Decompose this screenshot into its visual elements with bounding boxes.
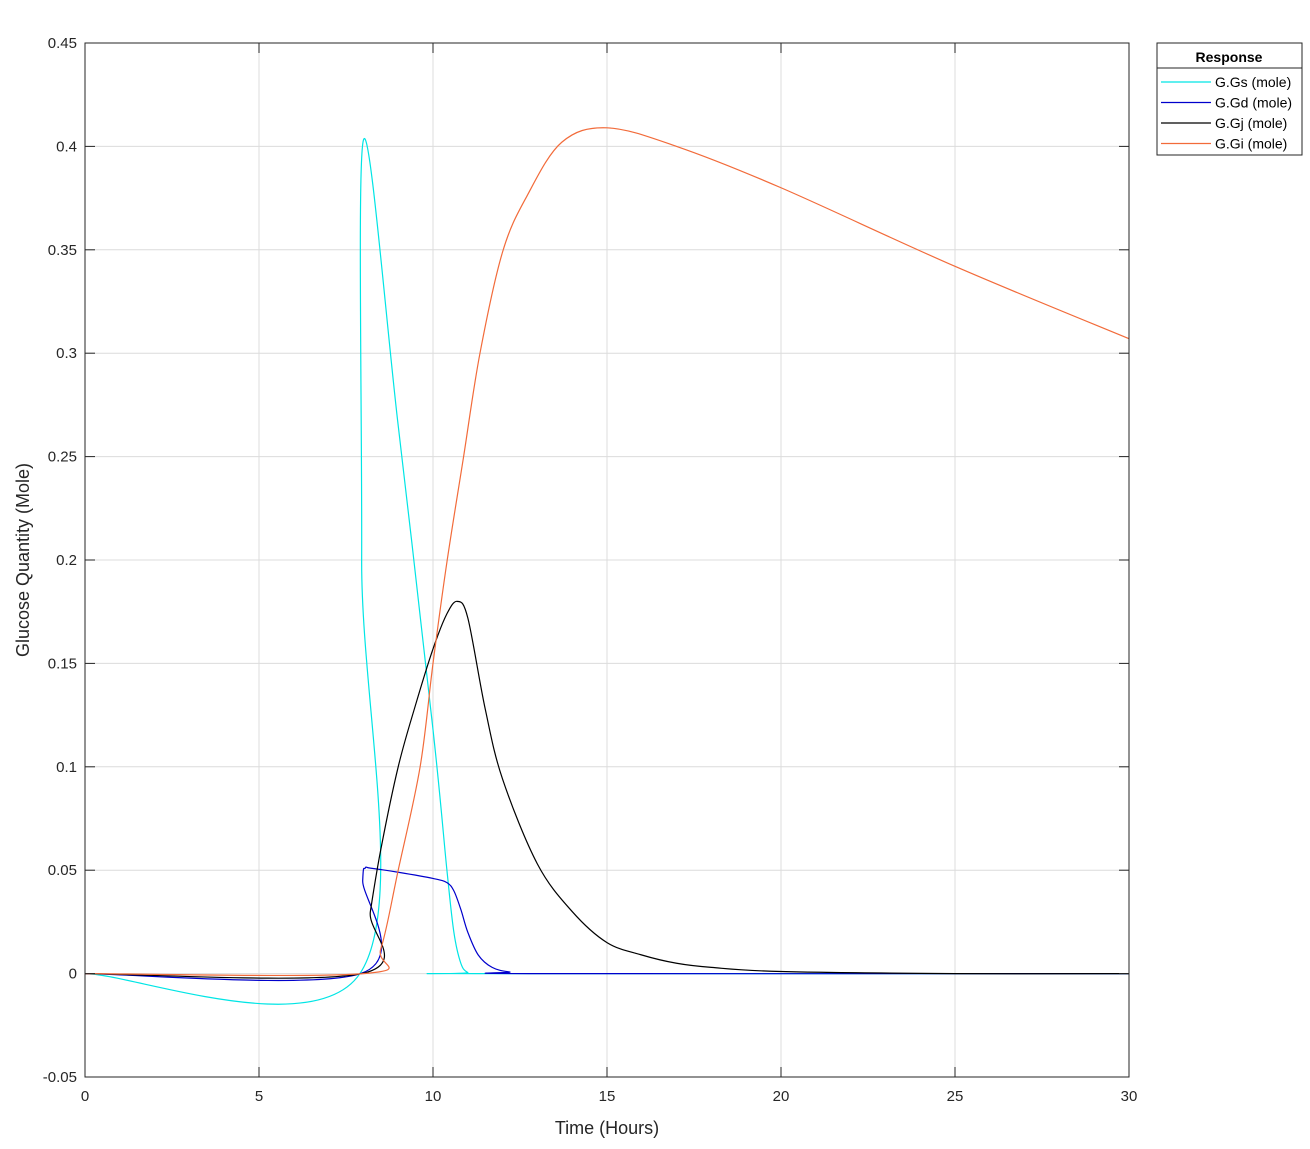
- y-tick-label: 0.15: [48, 655, 77, 672]
- y-tick-label: 0.2: [56, 552, 77, 569]
- y-tick-label: 0: [69, 966, 77, 983]
- y-tick-label: 0.35: [48, 242, 77, 259]
- y-tick-label: 0.05: [48, 862, 77, 879]
- legend-box: [1156, 42, 1303, 156]
- legend-entry: G.Gj (mole): [1215, 115, 1287, 131]
- y-axis-label: Glucose Quantity (Mole): [13, 463, 33, 657]
- series-line-g-gj: [84, 600, 1130, 979]
- x-tick-label: 15: [599, 1088, 616, 1105]
- series-line-g-gi: [84, 127, 1130, 977]
- x-tick-label: 10: [425, 1088, 442, 1105]
- x-tick-label: 0: [81, 1088, 89, 1105]
- y-tick-label: 0.3: [56, 345, 77, 362]
- grid: [84, 42, 1130, 1078]
- series-group: [84, 127, 1130, 1005]
- y-tick-label: 0.4: [56, 138, 77, 155]
- x-axis-label: Time (Hours): [555, 1118, 659, 1138]
- x-tick-label: 20: [773, 1088, 790, 1105]
- x-tick-label: 5: [255, 1088, 263, 1105]
- legend-title: Response: [1196, 49, 1263, 65]
- legend: Response G.Gs (mole) G.Gd (mole) G.Gj (mol…: [1156, 42, 1303, 156]
- legend-entry: G.Gd (mole): [1215, 95, 1292, 111]
- series-line-g-gs: [84, 137, 1130, 1005]
- y-tick-label: -0.05: [43, 1069, 77, 1086]
- legend-entry: G.Gs (mole): [1215, 74, 1291, 90]
- x-tick-label: 25: [947, 1088, 964, 1105]
- legend-entry: G.Gi (mole): [1215, 136, 1287, 152]
- series-line-g-gd: [84, 866, 1130, 982]
- y-tick-label: 0.1: [56, 759, 77, 776]
- y-tick-label: 0.45: [48, 35, 77, 52]
- ticks: 0 5 10 15 20 25 30-0.0500.050.10.150.20.250.30…: [43, 35, 1138, 1105]
- y-tick-label: 0.25: [48, 449, 77, 466]
- x-tick-label: 30: [1121, 1088, 1138, 1105]
